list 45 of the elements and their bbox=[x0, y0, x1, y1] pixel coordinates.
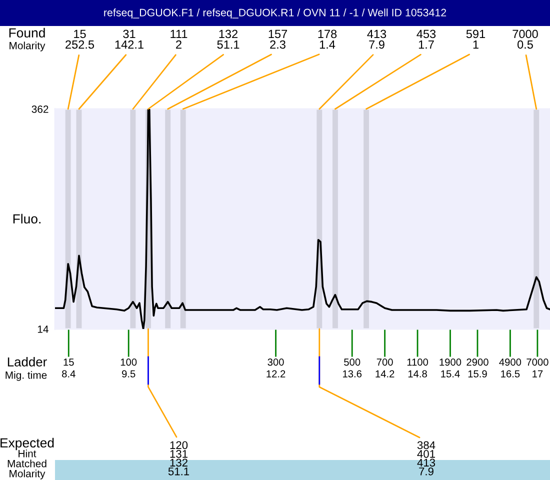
chart-title: refseq_DGUOK.F1 / refseq_DGUOK.R1 / OVN 11 / -1 / Well ID 1053412 bbox=[104, 8, 446, 18]
text: 500 bbox=[344, 358, 360, 366]
text: Found bbox=[9, 28, 45, 38]
text: 700 bbox=[376, 358, 393, 366]
x-tick-label: 12.2 bbox=[266, 370, 286, 378]
annotation: 111 2 bbox=[170, 30, 188, 49]
text: Molarity bbox=[10, 42, 46, 52]
y-axis-title: Fluo. bbox=[13, 214, 40, 224]
text: Hint bbox=[18, 450, 36, 458]
annotation: 157 2.3 bbox=[268, 30, 288, 49]
text: 1900 bbox=[440, 358, 462, 366]
annotation: 591 1 bbox=[466, 30, 486, 49]
x-tick-label: 17 bbox=[532, 370, 543, 378]
x-tick-label: 14.2 bbox=[376, 370, 394, 378]
text: Expected bbox=[0, 438, 54, 450]
annotation: 384 401 413 7.9 bbox=[417, 441, 436, 476]
annotation: 178 1.4 bbox=[318, 30, 337, 49]
text: 300 bbox=[268, 358, 284, 366]
annotation: 132 51.1 bbox=[217, 30, 240, 49]
annotation: 120 131 132 51.1 bbox=[168, 441, 190, 476]
x-tick-label: 13.6 bbox=[343, 370, 362, 378]
annotation: 31 142.1 bbox=[115, 30, 144, 49]
x-axis-title: Mig. time bbox=[6, 371, 47, 381]
x-tick-label: 15.9 bbox=[468, 370, 487, 378]
text: 100 bbox=[120, 358, 137, 366]
x-tick-label: 15.4 bbox=[441, 370, 460, 378]
annotation: 7000 0.5 bbox=[512, 30, 538, 49]
annotation: 453 1.7 bbox=[416, 30, 436, 49]
y-tick-label: 362 bbox=[32, 106, 48, 113]
x-tick-label: 14.8 bbox=[408, 370, 427, 378]
y-tick-label: 14 bbox=[38, 326, 48, 333]
text: 2900 bbox=[466, 358, 488, 366]
text: Molarity bbox=[10, 470, 46, 480]
annotation: 413 7.9 bbox=[367, 30, 386, 49]
x-tick-label: 16.5 bbox=[501, 370, 520, 378]
text: 4900 bbox=[499, 358, 522, 366]
x-tick-label: 8.4 bbox=[62, 370, 76, 378]
annotation: 15 252.5 bbox=[66, 30, 94, 49]
text: 1100 bbox=[407, 358, 428, 366]
text: 7000 bbox=[526, 358, 548, 366]
line-series bbox=[55, 109, 550, 329]
x-tick-label: 9.5 bbox=[122, 370, 136, 378]
text: Ladder bbox=[8, 356, 47, 366]
text: Matched bbox=[8, 460, 46, 468]
text: 15 bbox=[64, 358, 74, 366]
